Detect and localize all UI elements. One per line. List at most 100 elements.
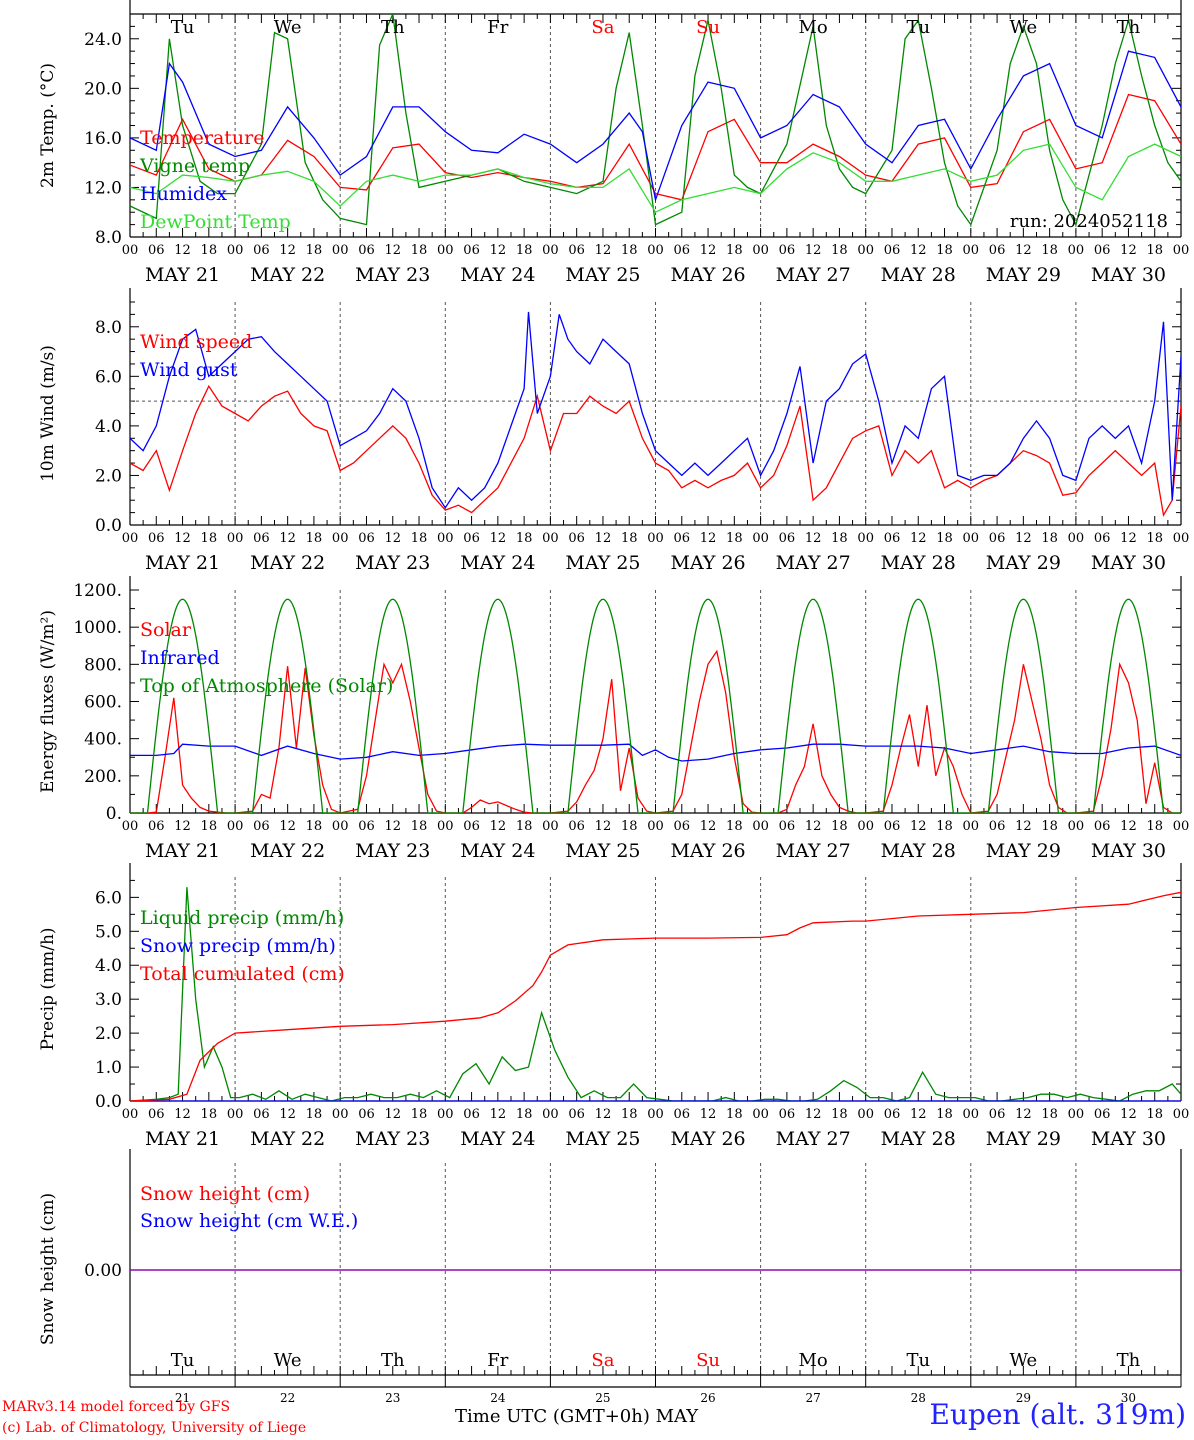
panel-wind: 0.0 2.0 4.0 6.0 8.0 10m Wind (m/s) Wind speed W… <box>38 288 1189 574</box>
x-tick-label: 12 <box>700 531 717 546</box>
day-label: MAY 23 <box>355 264 430 286</box>
day-label: MAY 24 <box>460 264 535 286</box>
x-tick-label: 06 <box>358 531 375 546</box>
x-tick-label: 12 <box>700 819 717 834</box>
x-tick-label: 18 <box>621 819 638 834</box>
x-tick-label: 12 <box>384 1107 401 1122</box>
x-tick-label: 00 <box>437 531 454 546</box>
legend-entry: Vigne temp <box>139 155 250 177</box>
x-tick-label: 12 <box>595 1107 612 1122</box>
day-label: MAY 21 <box>145 840 220 862</box>
x-tick-label: 18 <box>936 243 953 258</box>
weekday-label: Mo <box>799 17 828 38</box>
legend-entry: Infrared <box>140 647 220 669</box>
x-tick-label: 18 <box>1041 531 1058 546</box>
day-label: MAY 25 <box>565 264 640 286</box>
x-tick-label: 18 <box>831 531 848 546</box>
x-tick-label: 12 <box>490 1107 507 1122</box>
x-tick-label: 06 <box>674 1107 691 1122</box>
x-tick-label: 12 <box>384 531 401 546</box>
x-tick-label: 00 <box>227 243 244 258</box>
day-label: MAY 30 <box>1091 1128 1166 1150</box>
x-tick-label: 00 <box>647 819 664 834</box>
day-label: MAY 24 <box>460 840 535 862</box>
x-tick-label: 00 <box>1068 531 1085 546</box>
y-tick-label: 2.0 <box>95 466 122 486</box>
series-line <box>130 598 1181 813</box>
x-tick-label: 00 <box>542 1107 559 1122</box>
weekday-label: Th <box>1117 17 1141 38</box>
day-label: MAY 22 <box>250 840 325 862</box>
day-label: MAY 23 <box>355 840 430 862</box>
legend-entry: DewPoint Temp <box>140 211 291 233</box>
day-label: MAY 27 <box>776 552 851 574</box>
series-line <box>130 891 1181 1101</box>
y-tick-label: 0.0 <box>95 516 122 536</box>
y-tick-label: 4.0 <box>95 417 122 437</box>
series-group <box>130 887 1181 1101</box>
x-tick-label: 00 <box>647 531 664 546</box>
y-tick-label: 0.0 <box>95 1092 122 1112</box>
x-tick-label: 12 <box>174 1107 191 1122</box>
weekday-label: Tu <box>171 17 195 38</box>
x-tick-label: 00 <box>1173 243 1190 258</box>
day-label: MAY 24 <box>460 1128 535 1150</box>
y-tick-label: 1000. <box>73 618 122 638</box>
legend-entry: Humidex <box>140 183 227 205</box>
x-tick-label: 00 <box>1173 531 1190 546</box>
x-tick-label: 18 <box>201 531 218 546</box>
x-tick-label: 00 <box>227 819 244 834</box>
day-label: MAY 28 <box>881 264 956 286</box>
y-tick-label: 2.0 <box>95 1024 122 1044</box>
y-tick-label: 4.0 <box>95 956 122 976</box>
weekday-label: Th <box>381 17 405 38</box>
x-tick-label: 06 <box>358 819 375 834</box>
x-tick-label: 00 <box>437 1107 454 1122</box>
series-line <box>130 14 1181 227</box>
day-label: MAY 29 <box>986 840 1061 862</box>
footer-model-credit: MARv3.14 model forced by GFS <box>2 1399 231 1415</box>
x-tick-label: 18 <box>1146 243 1163 258</box>
legend-entry: Wind gust <box>140 359 238 381</box>
x-tick-label: 00 <box>1068 1107 1085 1122</box>
weekday-label: Sa <box>591 1350 614 1371</box>
y-tick-label: 20.0 <box>84 79 122 99</box>
x-tick-label: 12 <box>910 243 927 258</box>
x-tick-label: 00 <box>437 819 454 834</box>
x-tick-label: 18 <box>1146 531 1163 546</box>
x-tick-label: 06 <box>358 243 375 258</box>
x-tick-label: 00 <box>1068 243 1085 258</box>
x-tick-label: 00 <box>227 1107 244 1122</box>
series-group <box>130 598 1181 813</box>
x-tick-label: 12 <box>910 531 927 546</box>
x-tick-label: 06 <box>884 243 901 258</box>
x-tick-label: 12 <box>595 531 612 546</box>
x-tick-label: 18 <box>306 1107 323 1122</box>
day-label: MAY 30 <box>1091 552 1166 574</box>
weekday-label: Th <box>1117 1350 1141 1371</box>
x-tick-label: 18 <box>831 819 848 834</box>
x-tick-label: 12 <box>805 243 822 258</box>
legend-entry: Snow height (cm W.E.) <box>140 1210 358 1232</box>
x-tick-label: 06 <box>779 531 796 546</box>
y-tick-label: 800. <box>84 655 122 675</box>
day-label: MAY 22 <box>250 552 325 574</box>
day-label: MAY 29 <box>986 552 1061 574</box>
day-label: MAY 26 <box>670 264 745 286</box>
x-tick-label: 06 <box>674 531 691 546</box>
x-tick-label: 18 <box>306 243 323 258</box>
x-tick-label: 18 <box>411 243 428 258</box>
panel-energy: 0. 200. 400. 600. 800. 1000. 1200. Energy fluxe… <box>38 576 1189 862</box>
x-tick-label: 06 <box>568 243 585 258</box>
day-label: MAY 22 <box>250 264 325 286</box>
x-tick-label: 06 <box>568 531 585 546</box>
x-tick-label: 06 <box>253 243 270 258</box>
day-number-label: 23 <box>385 1391 400 1405</box>
day-label: MAY 27 <box>776 264 851 286</box>
x-tick-label: 18 <box>621 531 638 546</box>
x-tick-label: 18 <box>726 531 743 546</box>
run-label: run: 2024052118 <box>1010 211 1168 232</box>
y-tick-label: 1200. <box>73 581 122 601</box>
x-tick-label: 00 <box>647 1107 664 1122</box>
day-number-label: 25 <box>595 1391 610 1405</box>
